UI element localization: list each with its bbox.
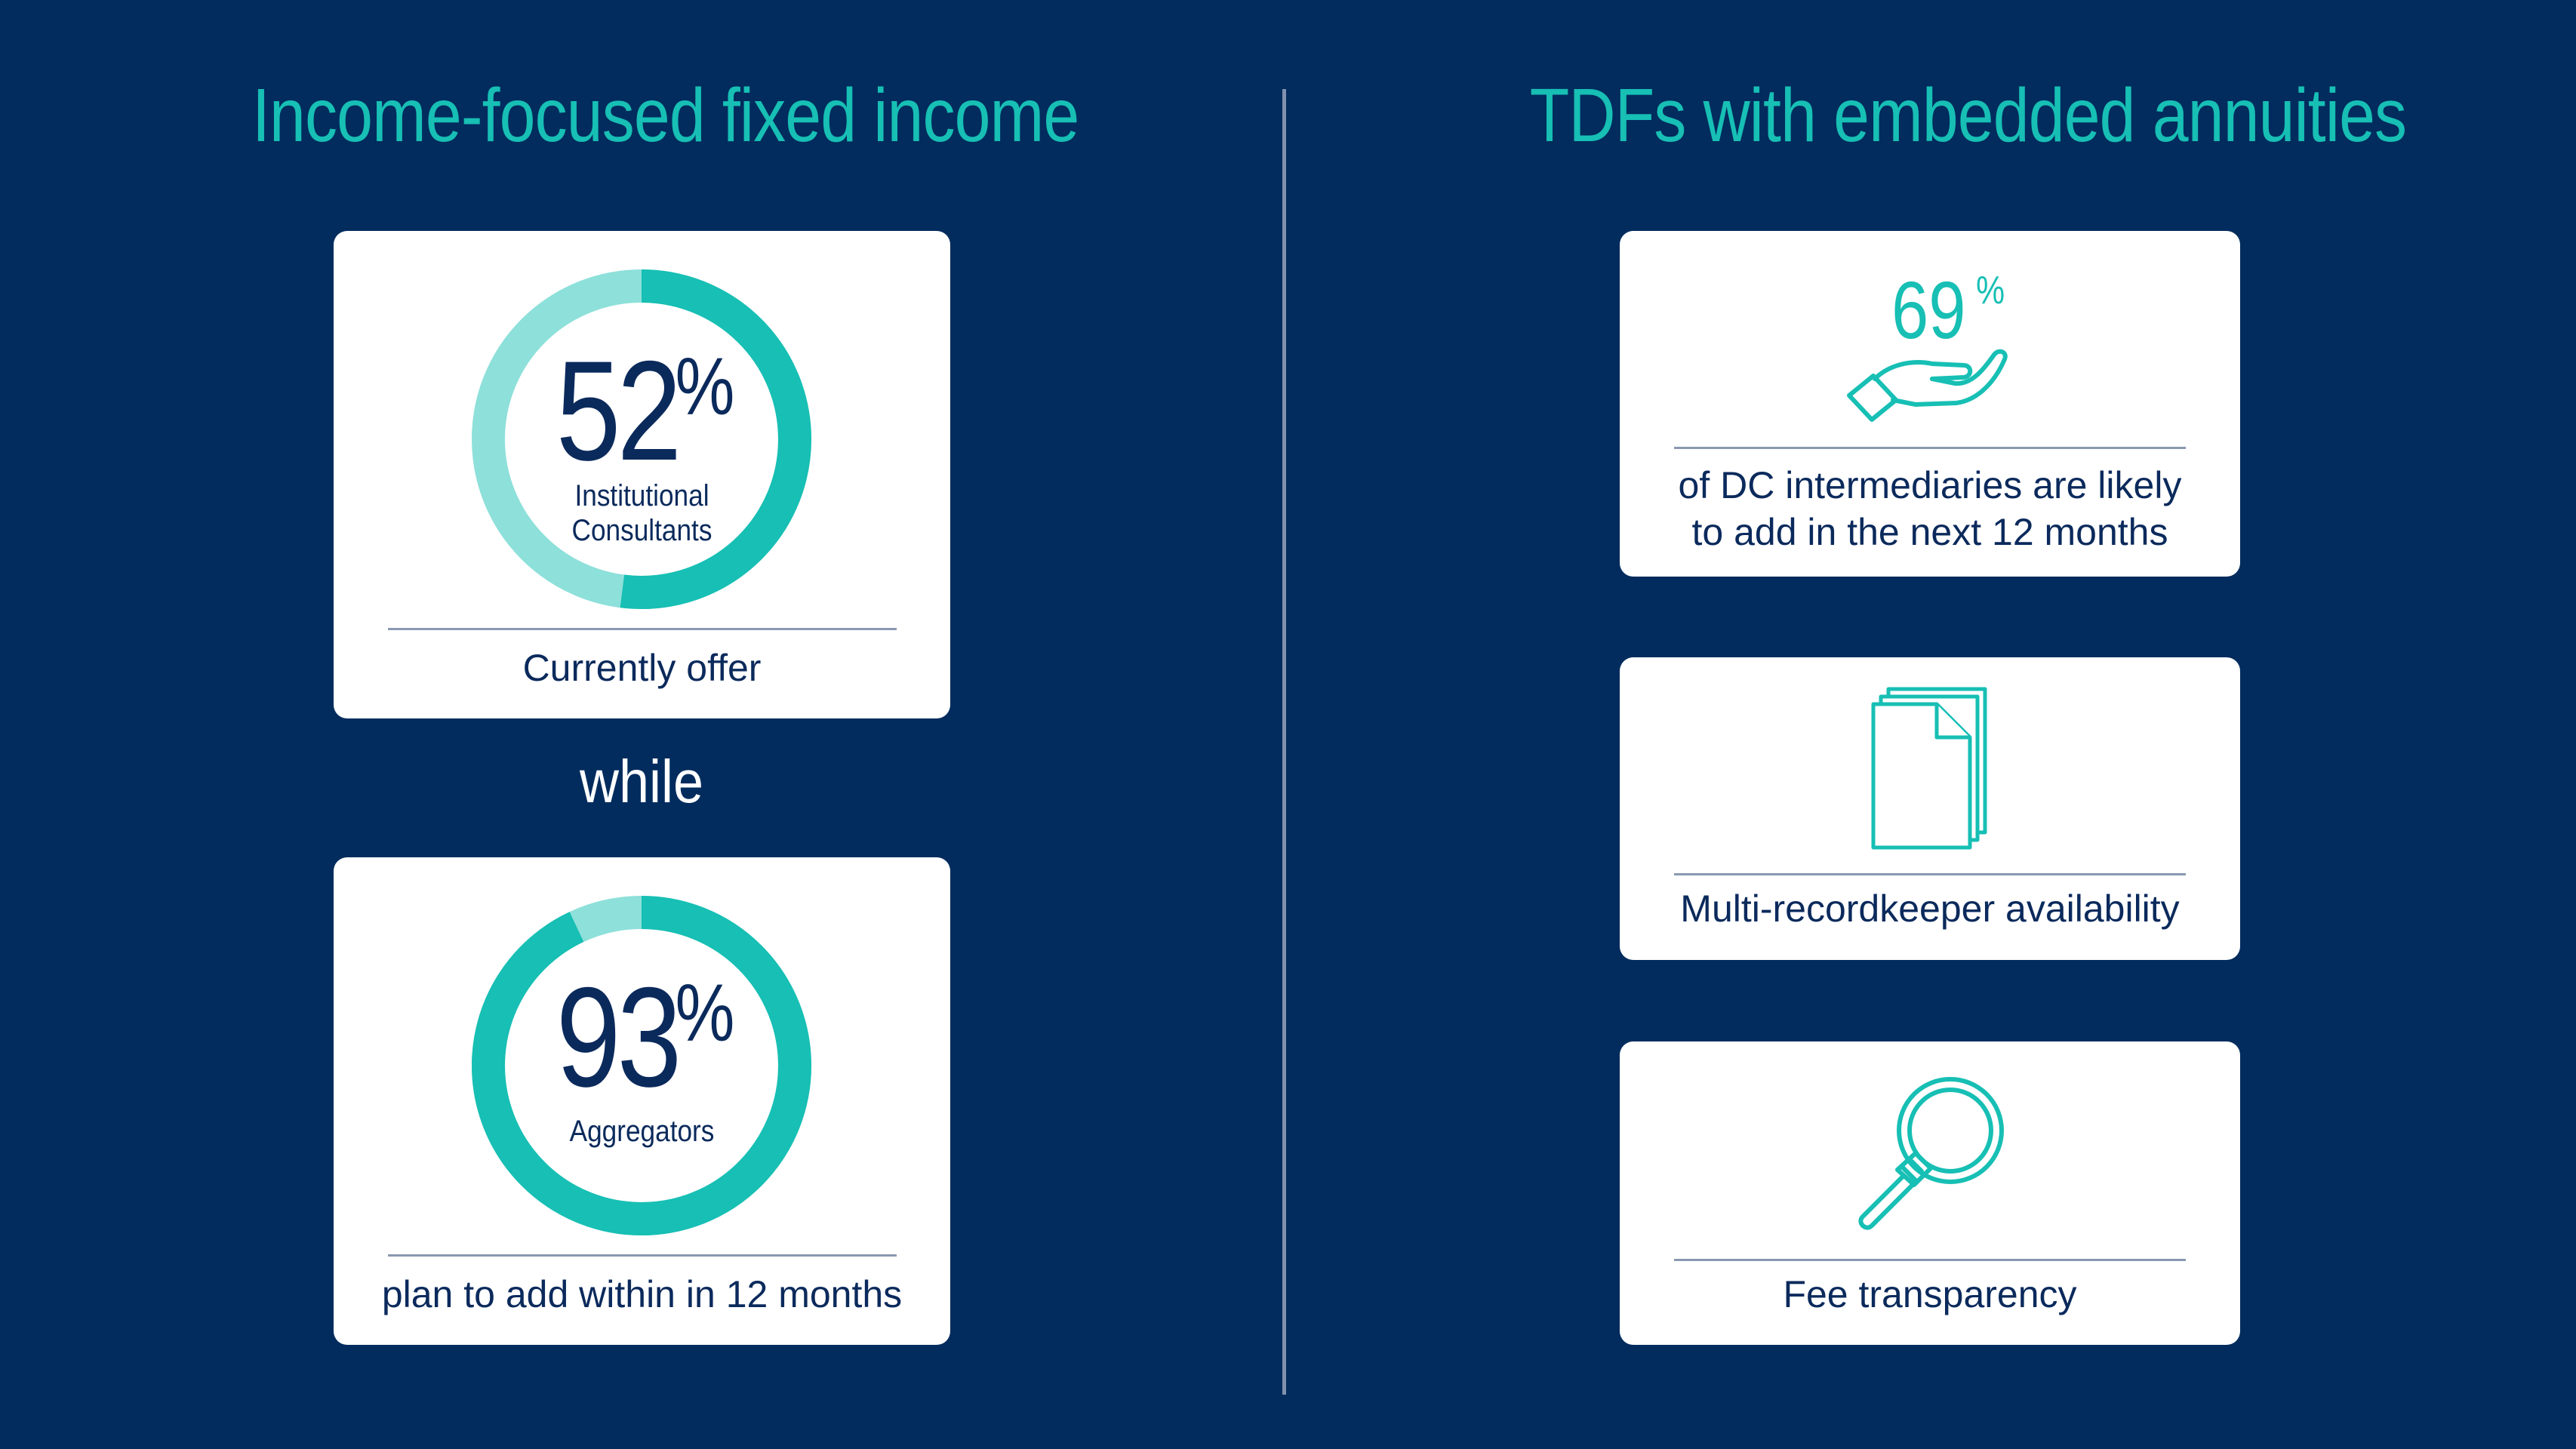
section-divider bbox=[1282, 89, 1286, 1395]
stat-label-line2: Consultants bbox=[571, 514, 712, 547]
stat-percent-sign: % bbox=[675, 340, 735, 432]
donut-fill-arc bbox=[472, 269, 811, 609]
stat-card-dc-intermediaries: 69% of DC intermediaries are likely to a… bbox=[1620, 231, 2240, 577]
card-caption: Currently offer bbox=[522, 647, 762, 689]
stat-percent-sign: % bbox=[675, 967, 735, 1058]
donut-fill-arc bbox=[472, 896, 811, 1235]
card-rule bbox=[1674, 447, 2186, 449]
card-rule bbox=[1674, 1259, 2186, 1261]
stat-percent-sign: % bbox=[1976, 269, 2005, 312]
connector-text: while bbox=[579, 748, 704, 815]
card-caption: Multi-recordkeeper availability bbox=[1680, 888, 2180, 930]
left-section-heading: Income-focused fixed income bbox=[252, 73, 1079, 158]
card-rule bbox=[388, 1254, 897, 1257]
stat-value-69: 69% bbox=[1891, 263, 2008, 357]
magnifier-icon bbox=[1858, 1077, 2004, 1230]
stat-label-line1: Aggregators bbox=[569, 1115, 715, 1148]
hand-icon bbox=[1847, 349, 2008, 422]
documents-icon bbox=[1871, 687, 1987, 850]
feature-card-fee-transparency: Fee transparency bbox=[1620, 1041, 2240, 1345]
card-caption: Fee transparency bbox=[1783, 1273, 2077, 1315]
stat-number: 52 bbox=[556, 331, 682, 490]
card-caption: of DC intermediaries are likely to add i… bbox=[1620, 462, 2240, 555]
donut-chart-52 bbox=[472, 269, 811, 609]
feature-card-multi-recordkeeper: Multi-recordkeeper availability bbox=[1620, 657, 2240, 960]
right-section-heading: TDFs with embedded annuities bbox=[1529, 73, 2407, 158]
stat-card-institutional-consultants: 52% Institutional Consultants Currently … bbox=[334, 231, 950, 718]
stat-card-aggregators: 93% Aggregators plan to add within in 12… bbox=[334, 857, 950, 1345]
stat-label: Aggregators bbox=[371, 1114, 913, 1149]
stat-number: 93 bbox=[556, 958, 682, 1116]
stat-value-52: 52% bbox=[334, 329, 950, 492]
card-rule bbox=[1674, 873, 2186, 875]
stat-number: 69 bbox=[1891, 264, 1966, 355]
donut-chart-93 bbox=[472, 896, 811, 1235]
stat-value-93: 93% bbox=[334, 955, 950, 1118]
card-caption: plan to add within in 12 months bbox=[381, 1273, 903, 1315]
card-rule bbox=[388, 628, 897, 630]
stat-label: Institutional Consultants bbox=[371, 478, 913, 548]
card-caption-line2: to add in the next 12 months bbox=[1691, 511, 2168, 553]
card-caption-line1: of DC intermediaries are likely bbox=[1678, 464, 2182, 506]
stat-label-line1: Institutional bbox=[574, 479, 709, 512]
